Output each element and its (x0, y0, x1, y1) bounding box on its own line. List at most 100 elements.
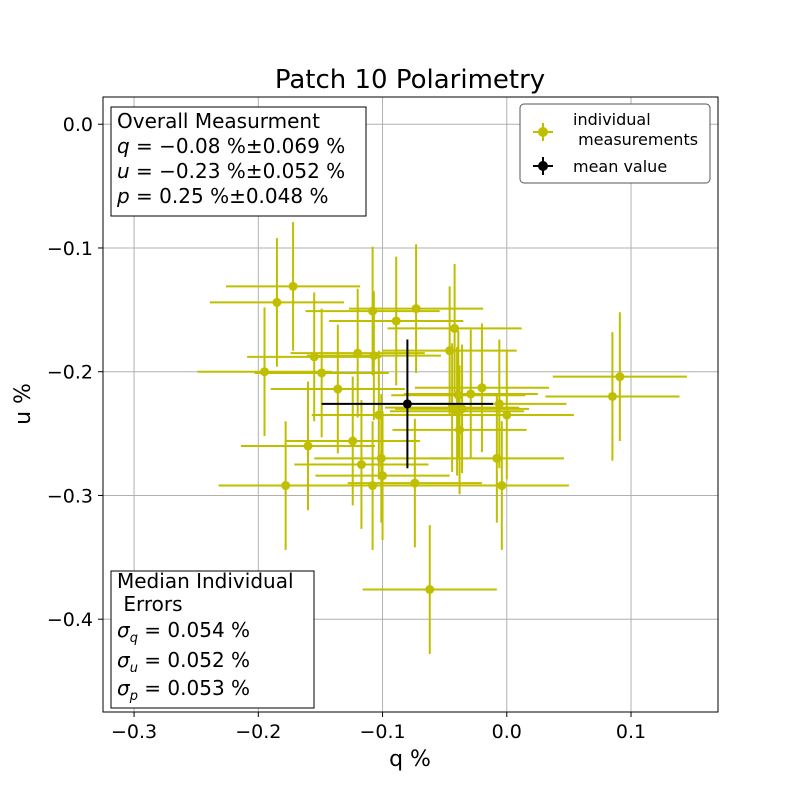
individual-measurement-point (414, 323, 550, 453)
y-tick-label: −0.1 (47, 238, 93, 260)
individual-measurement-marker (615, 372, 625, 382)
median-box-frame (110, 570, 315, 709)
individual-measurement-point (306, 291, 441, 420)
x-axis-label: q % (389, 747, 431, 772)
individual-measurement-point (314, 393, 449, 523)
individual-measurement-point (270, 324, 405, 454)
individual-measurement-marker (457, 404, 467, 414)
y-tick-label: 0.0 (63, 114, 93, 136)
individual-measurement-point (226, 221, 361, 351)
individual-measurement-point (294, 400, 429, 529)
y-tick-label: −0.4 (47, 609, 93, 631)
individual-measurement-point (362, 525, 497, 654)
x-tick-label: 0.0 (492, 721, 522, 743)
mean-value-marker (402, 399, 412, 409)
median-title-line1: Median Individual (117, 569, 294, 593)
median-sigma-q-line: σq = 0.054 % (117, 618, 250, 646)
individual-measurement-marker (453, 390, 463, 400)
individual-measurement-marker (466, 389, 476, 399)
individual-measurement-point (218, 421, 353, 550)
legend: individual measurements mean value (519, 103, 711, 184)
median-sigma-p-line: σp = 0.053 % (117, 676, 250, 704)
individual-measurement-marker (281, 481, 291, 491)
individual-measurement-marker (317, 368, 327, 378)
individual-measurement-marker (477, 383, 487, 393)
sigma-u-value: = 0.052 % (138, 648, 250, 672)
overall-title: Overall Measurment (117, 109, 320, 133)
individual-measurement-marker (260, 367, 270, 377)
legend-frame (519, 103, 711, 184)
individual-measurement-point (403, 329, 538, 459)
individual-measurement-point (439, 350, 574, 480)
legend-marker-mean (533, 157, 553, 175)
sigma-p-value: = 0.053 % (138, 676, 250, 700)
data-series (197, 221, 687, 654)
legend-mean-dot (538, 161, 548, 171)
overall-measurement-box: Overall Measurment q = −0.08 %±0.069 % u… (110, 106, 367, 217)
overall-box-frame (110, 106, 367, 217)
individual-measurement-point (391, 330, 526, 460)
individual-measurement-marker (303, 441, 313, 451)
individual-measurement-point (197, 307, 332, 437)
individual-measurement-point (545, 332, 680, 461)
individual-measurement-point (240, 381, 376, 511)
sigma-u-symbol: σ (117, 648, 131, 672)
median-errors-box: Median Individual Errors σq = 0.054 % σu… (110, 569, 315, 709)
individual-measurement-marker (502, 410, 512, 420)
x-tick-label: 0.1 (616, 721, 646, 743)
individual-measurement-marker (378, 471, 388, 481)
overall-p-value: = 0.25 %±0.048 % (130, 184, 329, 208)
sigma-p-symbol: σ (117, 676, 131, 700)
median-title-line2: Errors (117, 592, 183, 616)
y-axis-label: u % (11, 383, 36, 425)
individual-measurement-marker (309, 352, 319, 362)
individual-measurement-point (552, 312, 687, 442)
sigma-q-value: = 0.054 % (138, 618, 250, 642)
individual-measurement-marker (376, 453, 386, 463)
legend-individual-dot (538, 127, 548, 137)
individual-measurement-point (209, 238, 345, 367)
individual-measurement-marker (333, 384, 343, 394)
sigma-q-symbol: σ (117, 618, 131, 642)
overall-q-line: q = −0.08 %±0.069 % (117, 134, 345, 158)
x-tick-label: −0.1 (359, 721, 405, 743)
individual-measurement-marker (607, 391, 617, 401)
overall-u-line: u = −0.23 %±0.052 % (117, 159, 345, 183)
y-tick-label: −0.2 (47, 362, 93, 384)
overall-u-symbol: u (117, 159, 130, 183)
individual-measurement-marker (494, 399, 504, 409)
individual-measurement-point (329, 256, 464, 386)
legend-marker-individual (533, 123, 553, 141)
individual-measurement-marker (356, 460, 366, 470)
individual-measurement-point (434, 421, 569, 550)
individual-measurement-point (315, 411, 450, 540)
individual-measurement-marker (497, 481, 507, 491)
individual-measurement-marker (369, 351, 379, 361)
plot-frame (102, 96, 719, 713)
individual-measurement-marker (410, 478, 420, 488)
individual-measurement-marker (411, 304, 421, 314)
individual-measurement-marker (450, 323, 460, 333)
overall-q-symbol: q (117, 134, 130, 158)
axis-ticks: −0.3 −0.2 −0.1 0.0 0.1 0.0 −0.1 −0.2 −0.3 −0.4 (47, 114, 646, 743)
chart-title: Patch 10 Polarimetry (275, 65, 545, 95)
individual-measurement-marker (348, 436, 358, 446)
individual-measurement-marker (288, 281, 298, 291)
legend-individual-line2: measurements (573, 130, 698, 149)
sigma-p-subscript: p (129, 689, 138, 704)
legend-individual-line1: individual (573, 110, 651, 129)
mean-value-point (321, 339, 494, 469)
median-sigma-u-line: σu = 0.052 % (117, 648, 250, 676)
individual-measurement-marker (391, 316, 401, 326)
overall-u-value: = −0.23 %±0.052 % (130, 159, 346, 183)
sigma-q-subscript: q (130, 631, 138, 646)
individual-measurement-marker (425, 584, 435, 594)
sigma-u-subscript: u (130, 661, 138, 676)
y-tick-label: −0.3 (47, 485, 93, 507)
x-tick-label: −0.2 (235, 721, 281, 743)
individual-measurement-marker (272, 297, 282, 307)
overall-p-line: p = 0.25 %±0.048 % (116, 184, 328, 208)
x-tick-label: −0.3 (111, 721, 157, 743)
legend-label-individual: individual measurements (573, 110, 698, 149)
